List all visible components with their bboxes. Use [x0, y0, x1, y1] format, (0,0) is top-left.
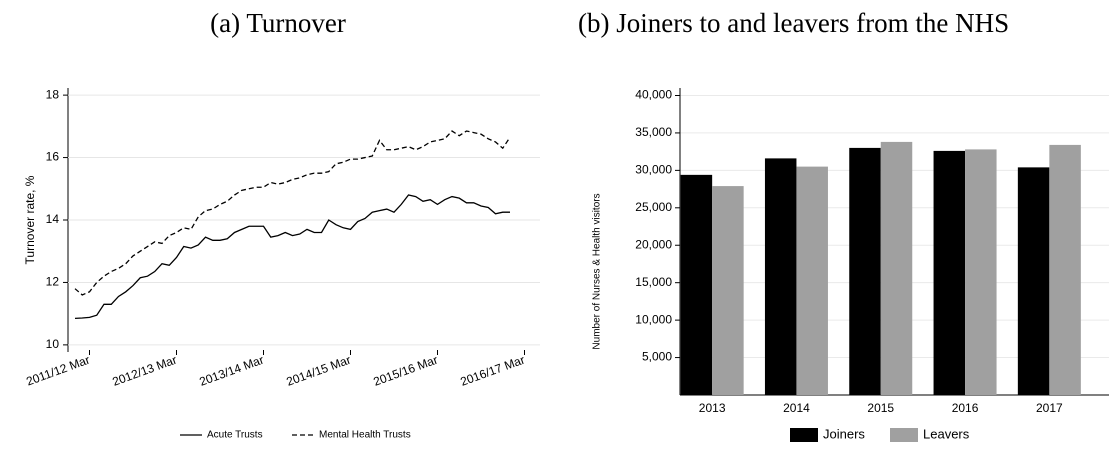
y-tick-label: 20,000	[635, 237, 672, 251]
y-tick-label: 12	[46, 275, 60, 289]
bar	[680, 174, 713, 395]
x-tick-label: 2017	[1036, 401, 1063, 415]
y-tick-label: 15,000	[635, 275, 672, 289]
y-tick-label: 5,000	[642, 350, 672, 364]
x-tick-label: 2013/14 Mar	[197, 353, 265, 389]
bar	[965, 149, 997, 395]
y-axis-label: Turnover rate, %	[23, 175, 37, 264]
y-tick-label: 35,000	[635, 125, 672, 139]
bar	[1049, 144, 1081, 395]
x-tick-label: 2016/17 Mar	[458, 353, 526, 389]
bar	[933, 150, 966, 395]
x-tick-label: 2014/15 Mar	[284, 353, 352, 389]
bar	[764, 158, 797, 395]
line-series	[74, 194, 510, 319]
bar	[796, 166, 828, 395]
line-series	[74, 130, 511, 296]
y-axis-label: Number of Nurses & Health visitors	[592, 193, 603, 349]
y-tick-label: 30,000	[635, 163, 672, 177]
x-tick-label: 2015/16 Mar	[371, 353, 439, 389]
x-tick-label: 2014	[783, 401, 810, 415]
chart-title: (a) Turnover	[210, 8, 346, 38]
y-tick-label: 16	[46, 150, 60, 164]
legend-label: Mental Health Trusts	[319, 430, 411, 441]
x-tick-label: 2015	[867, 401, 894, 415]
bar	[849, 147, 881, 395]
legend-label: Joiners	[823, 426, 865, 441]
bar	[712, 186, 744, 395]
x-tick-label: 2011/12 Mar	[24, 353, 91, 389]
y-tick-label: 14	[46, 212, 60, 226]
legend-label: Leavers	[923, 426, 970, 441]
bar	[880, 141, 913, 395]
x-tick-label: 2013	[699, 401, 726, 415]
legend-swatch	[790, 428, 818, 442]
x-tick-label: 2012/13 Mar	[110, 353, 178, 389]
y-tick-label: 18	[46, 87, 60, 101]
chart-title: (b) Joiners to and leavers from the NHS	[578, 8, 1009, 38]
x-tick-label: 2016	[952, 401, 979, 415]
y-tick-label: 10,000	[635, 312, 672, 326]
bar	[1017, 167, 1050, 395]
y-tick-label: 10	[46, 337, 60, 351]
y-tick-label: 25,000	[635, 200, 672, 214]
y-tick-label: 40,000	[635, 88, 672, 102]
legend-swatch	[890, 428, 918, 442]
legend-label: Acute Trusts	[207, 430, 263, 441]
